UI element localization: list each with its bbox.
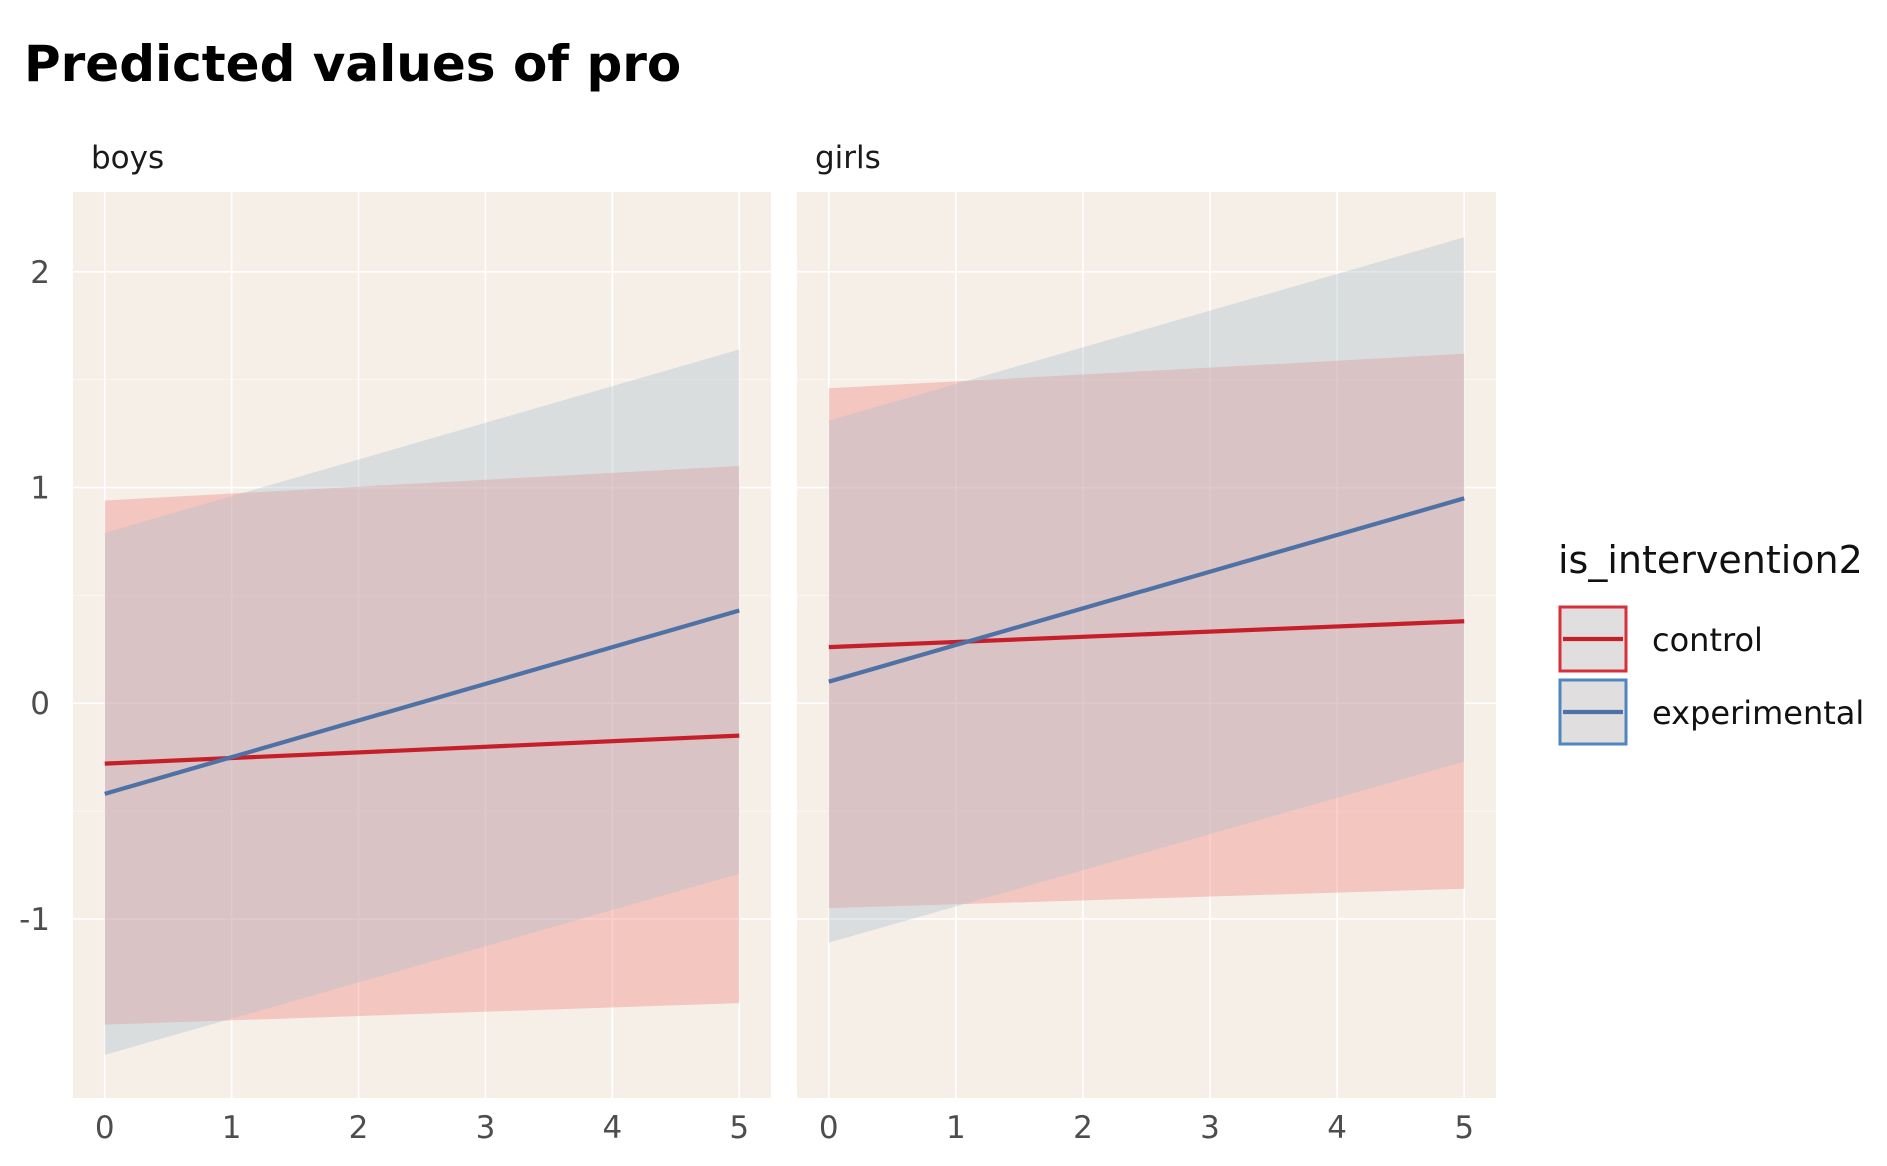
series-line-control (104, 733, 740, 766)
legend-label: control (1652, 621, 1763, 659)
y-tick-label: 0 (30, 686, 50, 722)
x-tick-label: 4 (602, 1110, 622, 1146)
series-line-experimental (104, 608, 740, 796)
x-tick-label: 0 (819, 1110, 839, 1146)
x-tick-label: 3 (476, 1110, 496, 1146)
legend-title: is_intervention2 (1558, 538, 1863, 582)
series-line-control (828, 619, 1465, 650)
y-tick-label: -1 (19, 902, 50, 938)
panel-background (73, 192, 771, 1098)
series-line-experimental (828, 496, 1465, 684)
y-tick-label: 2 (30, 255, 50, 291)
confidence-band-control (104, 465, 740, 1025)
x-tick-label: 0 (95, 1110, 115, 1146)
legend-item-experimental: experimental (1558, 678, 1864, 746)
facet-label: boys (91, 140, 164, 176)
facet-girls: girls 0 1 2 3 4 5 (797, 140, 1496, 1146)
x-tick-label: 2 (349, 1110, 369, 1146)
x-tick-label: 3 (1200, 1110, 1220, 1146)
chart-title: Predicted values of pro (24, 35, 681, 93)
facet-panels: boys 0 1 2 3 4 5 girls 0 1 2 3 4 5 -1 0 1 2 (19, 140, 1496, 1146)
x-tick-label: 5 (729, 1110, 749, 1146)
x-tick-label: 5 (1454, 1110, 1474, 1146)
legend-label: experimental (1652, 694, 1864, 732)
facet-boys: boys 0 1 2 3 4 5 (73, 140, 771, 1146)
legend-item-control: control (1558, 605, 1763, 673)
x-tick-label: 4 (1327, 1110, 1347, 1146)
x-tick-label: 1 (222, 1110, 242, 1146)
y-tick-label: 1 (30, 471, 50, 507)
x-tick-label: 2 (1073, 1110, 1093, 1146)
confidence-band-control (828, 353, 1465, 909)
facet-label: girls (815, 140, 881, 176)
x-tick-label: 1 (946, 1110, 966, 1146)
